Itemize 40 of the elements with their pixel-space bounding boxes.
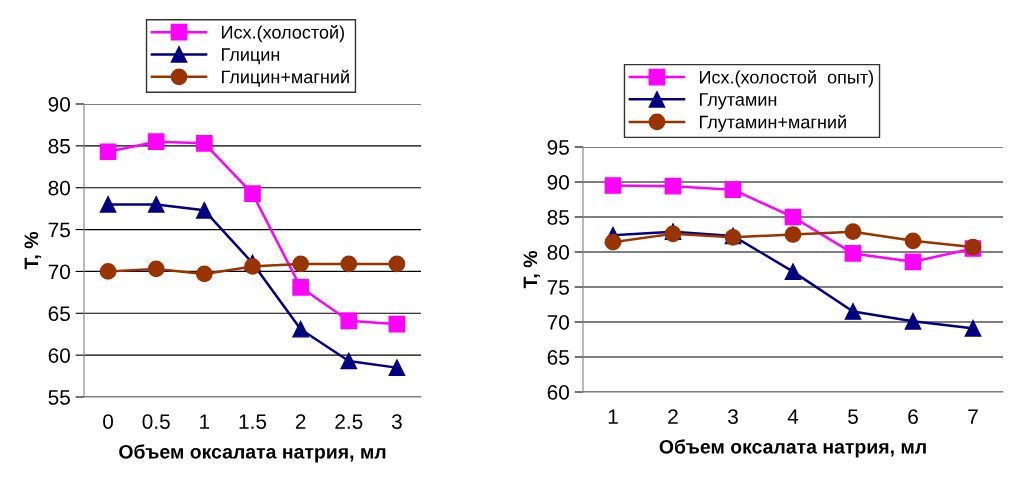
x-tick-label: 5: [848, 409, 858, 424]
x-tick-label: 0.5: [142, 414, 170, 429]
y-axis-title: Т, %: [24, 232, 42, 270]
y-tick-label: 70: [547, 315, 569, 330]
y-axis-title: Т, %: [523, 251, 541, 289]
y-tick-label: 85: [547, 210, 569, 225]
x-axis-title: Объем оксалата натрия, мл: [659, 439, 926, 458]
x-tick-label: 2.5: [335, 414, 363, 429]
legend-label: Глицин+магний: [222, 69, 349, 87]
y-tick-label: 60: [48, 348, 70, 363]
legend-label: Исх.(холостой опыт): [699, 70, 874, 88]
y-tick-label: 65: [547, 350, 569, 365]
y-tick-label: 95: [547, 140, 569, 155]
x-tick-label: 3: [391, 414, 402, 429]
legend-label: Исх.(холостой): [222, 25, 344, 43]
y-tick-label: 90: [547, 175, 569, 190]
x-tick-label: 3: [728, 409, 738, 424]
y-tick-label: 80: [547, 245, 569, 260]
x-axis-title: Объем оксалата натрия, мл: [119, 444, 386, 463]
y-tick-label: 75: [547, 280, 569, 295]
legend-label: Глутамин+магний: [699, 114, 846, 132]
x-tick-label: 2: [295, 414, 306, 429]
legend-label: Глутамин: [699, 93, 777, 110]
y-tick-label: 85: [48, 138, 70, 154]
y-tick-label: 60: [547, 385, 569, 400]
y-tick-label: 70: [48, 264, 70, 280]
x-tick-label: 1: [608, 409, 618, 424]
y-tick-label: 55: [48, 390, 70, 405]
y-tick-label: 90: [48, 97, 70, 112]
x-tick-label: 6: [908, 409, 918, 424]
x-tick-label: 7: [968, 409, 978, 424]
x-tick-label: 1: [200, 414, 210, 429]
y-tick-label: 75: [48, 222, 70, 238]
y-tick-label: 80: [48, 180, 70, 196]
x-tick-label: 4: [787, 409, 799, 424]
legend-label: Глицин: [222, 48, 280, 65]
y-tick-label: 65: [48, 306, 70, 322]
x-tick-label: 2: [668, 409, 678, 424]
x-tick-label: 1.5: [239, 414, 267, 429]
x-tick-label: 0: [103, 414, 114, 429]
